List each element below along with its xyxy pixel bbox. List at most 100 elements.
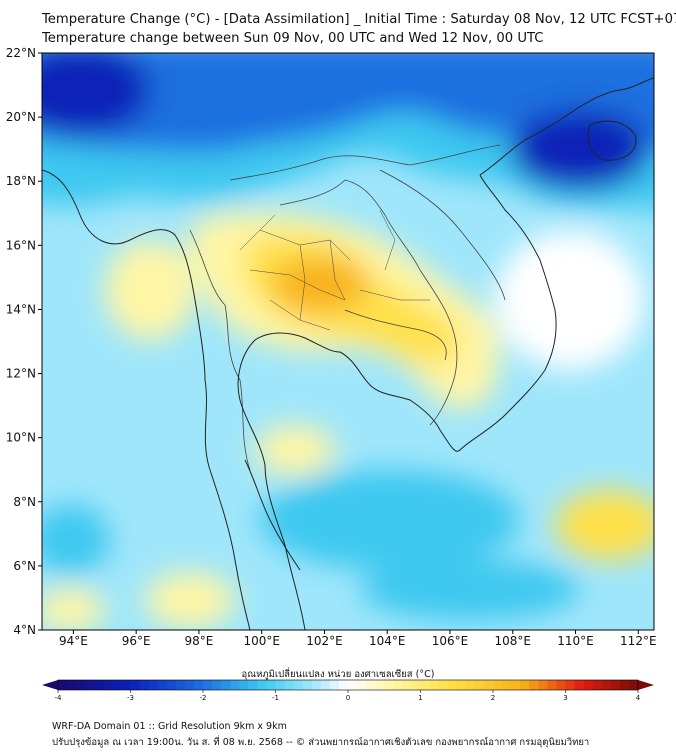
- chart-title-line2: Temperature change between Sun 09 Nov, 0…: [42, 31, 544, 46]
- coastline-vietnam-south: [439, 174, 557, 452]
- colorbar-segment: [483, 680, 494, 690]
- province-border: [379, 209, 396, 271]
- colorbar-segment: [411, 680, 421, 690]
- province-border: [329, 239, 346, 301]
- colorbar-segment: [565, 680, 576, 690]
- colorbar-segment: [175, 680, 186, 690]
- lat-tick-label: 4°N: [13, 623, 36, 637]
- colorbar-segment: [121, 680, 131, 690]
- coastline-hainan: [587, 120, 637, 161]
- colorbar-segment: [556, 680, 566, 690]
- colorbar-segment: [384, 680, 394, 690]
- colorbar-segment: [583, 680, 594, 690]
- cooling-region-east: [495, 230, 645, 370]
- lat-tick-label: 18°N: [6, 174, 36, 188]
- lon-tick-label: 98°E: [184, 634, 213, 648]
- province-border: [359, 289, 430, 301]
- warming-patch-southwest: [145, 572, 235, 628]
- colorbar-min-arrow: [42, 680, 58, 690]
- cooling-region-south: [260, 470, 520, 570]
- warming-region-southeast: [555, 490, 654, 560]
- colorbar-segment: [547, 680, 557, 690]
- colorbar-segment: [320, 680, 331, 690]
- province-border: [299, 244, 306, 321]
- warming-peak-central: [272, 257, 368, 313]
- colorbar-segment: [601, 680, 612, 690]
- colorbar-tick-label: 2: [491, 694, 495, 702]
- lon-tick-label: 104°E: [369, 634, 406, 648]
- cooling-core-northeast: [510, 110, 650, 190]
- coastlines: [42, 77, 654, 630]
- colorbar-segment: [139, 680, 150, 690]
- colorbar-segment: [592, 680, 603, 690]
- lat-tick-label: 16°N: [6, 238, 36, 252]
- colorbar-tick-label: 4: [636, 694, 641, 702]
- colorbar-segment: [76, 680, 86, 690]
- colorbar-segment: [284, 680, 295, 690]
- coastline-gulf-of-thailand: [237, 332, 441, 630]
- colorbar-segment: [538, 680, 548, 690]
- colorbar-segment: [302, 680, 313, 690]
- colorbar-segment: [493, 680, 503, 690]
- colorbar-segment: [212, 680, 222, 690]
- colorbar-segment: [275, 680, 286, 690]
- warming-patch-far-southwest: [42, 588, 105, 630]
- latitude-axis: 22°N 20°N 18°N 16°N 14°N 12°N 10°N 8°N 6°N 4°N: [6, 46, 42, 637]
- cooling-region-southeast: [360, 560, 580, 620]
- lon-tick-label: 108°E: [495, 634, 532, 648]
- colorbar-segment: [429, 680, 440, 690]
- border-cambodia-vietnam: [429, 309, 458, 426]
- lat-tick-label: 14°N: [6, 302, 36, 316]
- colorbar-segment: [375, 680, 385, 690]
- lon-tick-label: 102°E: [306, 634, 343, 648]
- colorbar-segment: [257, 680, 267, 690]
- border-thailand-laos: [279, 179, 446, 311]
- cooling-core-northwest: [42, 53, 150, 135]
- map-frame: [41, 52, 655, 631]
- colorbar-segment: [628, 680, 639, 690]
- colorbar-segment: [393, 680, 403, 690]
- lon-tick-label: 96°E: [122, 634, 151, 648]
- warming-region-west: [105, 240, 195, 340]
- colorbar-tick-label: 0: [346, 694, 350, 702]
- longitude-axis: 94°E 96°E 98°E 100°E 102°E 104°E 106°E 108°E 110…: [59, 630, 657, 648]
- lon-tick-label: 112°E: [620, 634, 657, 648]
- colorbar-segment: [311, 680, 322, 690]
- border-thailand-cambodia: [344, 309, 447, 361]
- colorbar-segment: [94, 680, 104, 690]
- coastline-bay-of-bengal: [42, 169, 251, 630]
- colorbar-segment: [166, 680, 177, 690]
- border-china-north: [229, 144, 501, 181]
- lon-tick-label: 106°E: [432, 634, 469, 648]
- colorbar-segment: [248, 680, 258, 690]
- colorbar-segment: [184, 680, 195, 690]
- chart-title-line1: Temperature Change (°C) - [Data Assimila…: [42, 12, 676, 27]
- colorbar-segment: [193, 680, 204, 690]
- colorbar-segment: [438, 680, 449, 690]
- border-myanmar-thailand: [189, 229, 251, 471]
- colorbar-segment: [293, 680, 304, 690]
- colorbar-segment: [474, 680, 485, 690]
- lat-tick-label: 10°N: [6, 431, 36, 445]
- lat-tick-label: 12°N: [6, 367, 36, 381]
- colorbar-tick-label: -1: [272, 694, 279, 702]
- colorbar-segment: [348, 680, 358, 690]
- colorbar-segment: [67, 680, 77, 690]
- province-borders: [239, 209, 430, 331]
- colorbar-segment: [465, 680, 476, 690]
- coastline-malay-peninsula: [244, 459, 301, 571]
- colorbar-segment: [529, 680, 539, 690]
- province-border: [249, 269, 346, 301]
- colorbar-segment: [366, 680, 376, 690]
- colorbar-segment: [103, 680, 113, 690]
- lon-tick-label: 94°E: [59, 634, 88, 648]
- colorbar-segment: [502, 680, 512, 690]
- colorbar-segment: [357, 680, 367, 690]
- colorbar-segment: [130, 680, 141, 690]
- colorbar-segment: [329, 680, 340, 690]
- lat-tick-label: 6°N: [13, 559, 36, 573]
- colorbar-tick-label: -4: [55, 694, 63, 702]
- colorbar-segment: [230, 680, 240, 690]
- warming-patch-gulf: [255, 425, 335, 475]
- colorbar-max-arrow: [638, 680, 654, 690]
